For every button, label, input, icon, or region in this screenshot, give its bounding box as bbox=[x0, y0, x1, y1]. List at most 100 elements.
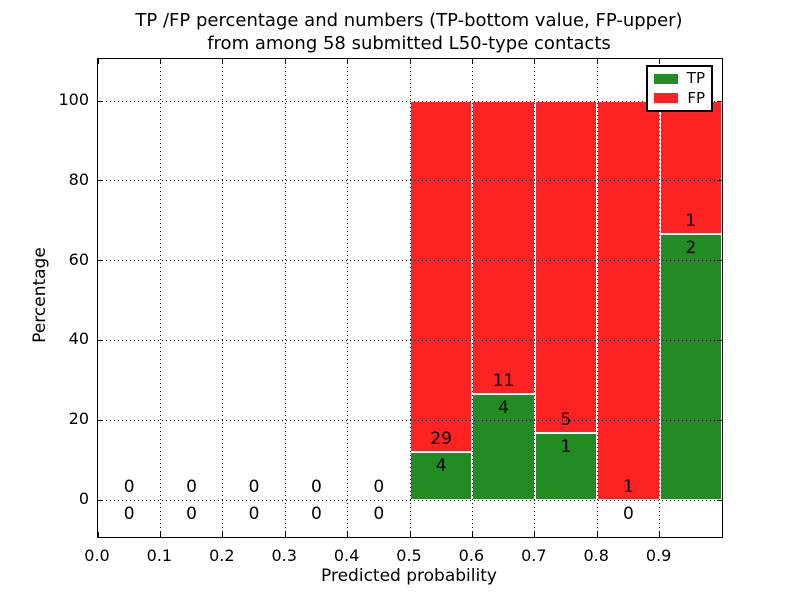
bar-fp-segment bbox=[410, 101, 473, 452]
x-tick-mark-top bbox=[409, 59, 411, 64]
x-gridline bbox=[159, 59, 161, 537]
x-tick-label: 0.7 bbox=[521, 546, 547, 565]
bar-tp-count-label: 1 bbox=[560, 437, 572, 458]
x-tick-mark-top bbox=[659, 59, 661, 64]
bar-tp-segment bbox=[410, 451, 473, 500]
y-axis-label: Percentage bbox=[30, 247, 50, 343]
bar-fp-count-label: 29 bbox=[430, 428, 452, 449]
chart-title: TP /FP percentage and numbers (TP-bottom… bbox=[97, 9, 721, 55]
bar-fp-segment bbox=[472, 101, 535, 394]
bar-fp-count-label: 1 bbox=[622, 477, 634, 497]
y-tick-mark-left bbox=[98, 260, 103, 262]
x-tick-label: 0.6 bbox=[458, 546, 485, 565]
plot-area: TP FP 0 0 0 0 0 0 0 0 0 0 29 4 11 4 5 1 1 0 1 2 bbox=[97, 58, 723, 538]
y-tick-mark-right bbox=[717, 339, 722, 341]
y-tick-label: 80 bbox=[68, 169, 89, 189]
x-tick-mark-top bbox=[159, 59, 161, 64]
y-tick-mark-right bbox=[717, 419, 722, 421]
x-tick-label: 0.0 bbox=[84, 546, 110, 565]
y-tick-label: 40 bbox=[68, 329, 89, 349]
x-tick-mark-bottom bbox=[159, 532, 161, 537]
x-tick-mark-top bbox=[222, 59, 224, 64]
bar-fp-count-label: 0 bbox=[123, 477, 135, 497]
x-gridline bbox=[471, 59, 473, 537]
x-tick-mark-bottom bbox=[409, 532, 411, 537]
x-tick-mark-bottom bbox=[471, 532, 473, 537]
fp-legend-swatch bbox=[654, 93, 679, 104]
bar-fp-segment bbox=[597, 101, 660, 500]
bar-fp-segment bbox=[659, 101, 722, 234]
chart-title-line1: TP /FP percentage and numbers (TP-bottom… bbox=[135, 10, 683, 31]
y-tick-mark-left bbox=[98, 419, 103, 421]
y-tick-label: 60 bbox=[68, 249, 89, 269]
bar-fp-count-label: 0 bbox=[310, 477, 322, 497]
x-gridline bbox=[284, 59, 286, 537]
x-tick-mark-top bbox=[97, 59, 99, 64]
x-tick-mark-bottom bbox=[284, 532, 286, 537]
bar-tp-count-label: 0 bbox=[186, 504, 197, 524]
bar-fp-count-label: 0 bbox=[373, 477, 385, 497]
legend-entry-tp: TP bbox=[654, 71, 705, 86]
x-gridline bbox=[222, 59, 224, 537]
bar-tp-count-label: 0 bbox=[622, 504, 634, 524]
x-axis-label: Predicted probability bbox=[321, 566, 497, 586]
y-tick-mark-left bbox=[98, 180, 103, 182]
x-tick-label: 0.4 bbox=[333, 546, 360, 565]
fp-legend-label: FP bbox=[687, 88, 705, 107]
bar-fp-count-label: 1 bbox=[685, 210, 697, 231]
x-tick-label: 0.5 bbox=[396, 546, 422, 565]
bar-fp-segment bbox=[534, 101, 598, 434]
chart-title-line2: from among 58 submitted L50-type contact… bbox=[207, 33, 611, 54]
x-tick-mark-bottom bbox=[347, 532, 349, 537]
legend: TP FP bbox=[646, 65, 713, 112]
x-gridline bbox=[534, 59, 536, 537]
y-tick-label: 20 bbox=[68, 409, 89, 429]
bar-tp-segment bbox=[534, 433, 598, 500]
x-gridline bbox=[659, 59, 661, 537]
x-tick-mark-top bbox=[534, 59, 536, 64]
bar-fp-count-label: 11 bbox=[492, 370, 515, 391]
bar-tp-segment bbox=[472, 393, 535, 500]
bar-tp-count-label: 2 bbox=[685, 237, 697, 258]
bar-tp-count-label: 4 bbox=[435, 455, 447, 476]
bar-tp-count-label: 0 bbox=[123, 504, 135, 524]
legend-entry-fp: FP bbox=[654, 88, 705, 107]
y-tick-label: 0 bbox=[78, 489, 89, 508]
x-tick-mark-bottom bbox=[659, 532, 661, 537]
x-gridline bbox=[409, 59, 411, 537]
bar-fp-count-label: 0 bbox=[186, 477, 197, 497]
x-tick-mark-top bbox=[471, 59, 473, 64]
x-tick-mark-bottom bbox=[534, 532, 536, 537]
bar-fp-count-label: 0 bbox=[248, 477, 260, 497]
y-tick-mark-left bbox=[98, 499, 103, 501]
x-tick-label: 0.9 bbox=[645, 546, 672, 565]
x-tick-mark-top bbox=[347, 59, 349, 64]
x-tick-mark-bottom bbox=[222, 532, 224, 537]
bar-fp-count-label: 5 bbox=[560, 410, 572, 431]
bar-tp-count-label: 4 bbox=[498, 397, 509, 418]
bar-tp-count-label: 0 bbox=[310, 504, 322, 524]
bar-tp-segment bbox=[659, 233, 722, 500]
y-tick-mark-right bbox=[717, 180, 722, 182]
x-tick-label: 0.3 bbox=[271, 546, 297, 565]
x-tick-label: 0.8 bbox=[583, 546, 609, 565]
x-gridline bbox=[596, 59, 598, 537]
y-tick-mark-right bbox=[717, 260, 722, 262]
y-tick-mark-left bbox=[98, 339, 103, 341]
bar-tp-count-label: 0 bbox=[248, 504, 260, 524]
y-tick-mark-right bbox=[717, 100, 722, 102]
x-tick-mark-bottom bbox=[97, 532, 99, 537]
bar-tp-count-label: 0 bbox=[373, 504, 385, 524]
x-tick-label: 0.1 bbox=[146, 546, 173, 565]
tp-legend-swatch bbox=[654, 73, 678, 84]
tp-legend-label: TP bbox=[686, 69, 705, 88]
x-tick-label: 0.2 bbox=[209, 546, 235, 565]
x-tick-mark-top bbox=[284, 59, 286, 64]
x-tick-mark-bottom bbox=[596, 532, 598, 537]
y-tick-label: 100 bbox=[58, 90, 89, 109]
y-tick-mark-right bbox=[717, 499, 722, 501]
y-tick-mark-left bbox=[98, 100, 103, 102]
x-gridline bbox=[347, 59, 349, 537]
x-tick-mark-top bbox=[596, 59, 598, 64]
